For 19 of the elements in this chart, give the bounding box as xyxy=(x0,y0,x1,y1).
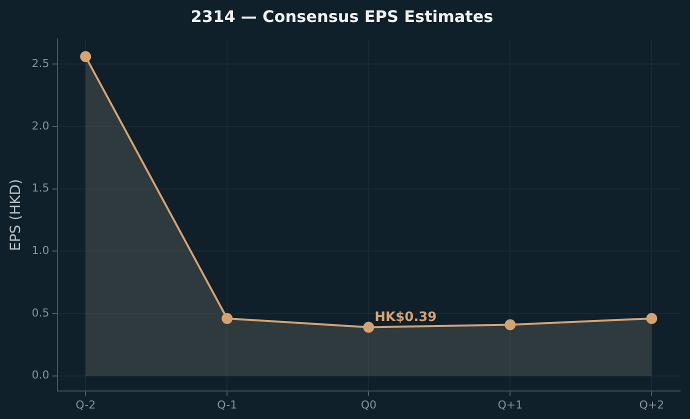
point xyxy=(504,319,516,330)
chart-title: 2314 — Consensus EPS Estimates xyxy=(190,6,494,26)
y-tick-label: 2.0 xyxy=(32,119,50,132)
y-tick-label: 2.5 xyxy=(32,56,50,70)
point xyxy=(80,51,92,62)
point xyxy=(363,322,374,333)
x-tick-label: Q+2 xyxy=(639,398,664,412)
x-tick-label: Q0 xyxy=(360,398,376,412)
point xyxy=(646,312,658,324)
y-tick-label: 0.0 xyxy=(32,368,50,382)
y-axis-title: EPS (HKD) xyxy=(8,178,24,252)
x-tick-label: Q-1 xyxy=(217,398,238,412)
y-tick-label: 1.5 xyxy=(32,182,50,195)
annotation: HK$0.39 xyxy=(374,310,437,326)
point xyxy=(222,312,233,324)
y-tick-label: 1.0 xyxy=(32,244,50,258)
x-tick-label: Q-2 xyxy=(76,398,96,412)
y-tick-label: 0.5 xyxy=(32,306,50,320)
x-tick-label: Q+1 xyxy=(498,398,523,412)
